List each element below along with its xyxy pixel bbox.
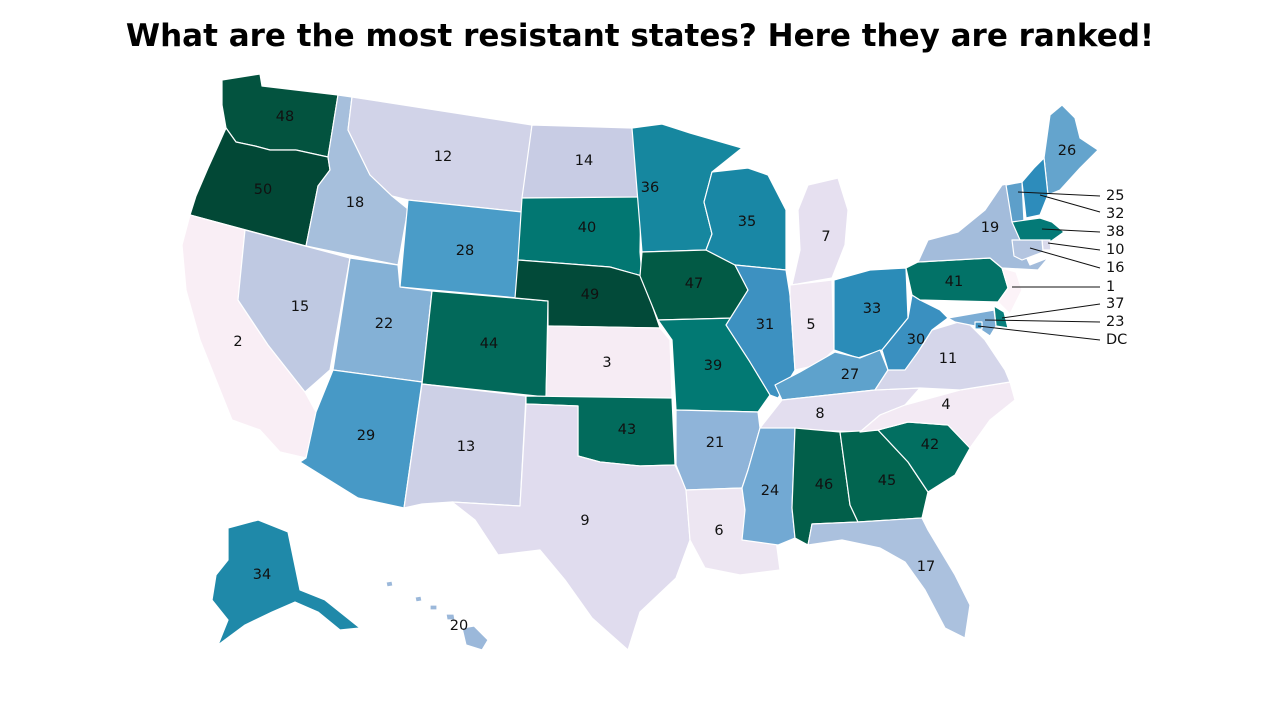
- rank-label-wv: 30: [907, 332, 925, 348]
- map-title: What are the most resistant states? Here…: [125, 18, 1155, 54]
- callout-line-md: [984, 319, 1101, 323]
- state-ms: [741, 427, 796, 546]
- callout-line-ri: [1047, 242, 1101, 251]
- rank-label-sd: 40: [578, 220, 596, 236]
- rank-label-ak: 34: [253, 567, 271, 583]
- callout-line-nh: [1039, 194, 1101, 213]
- state-ks: [545, 325, 673, 399]
- state-dc: [974, 321, 983, 330]
- rank-label-co: 44: [480, 336, 498, 352]
- rank-label-wi: 35: [738, 214, 756, 230]
- rank-label-or: 50: [254, 182, 272, 198]
- state-shapes: [181, 73, 1099, 651]
- rank-label-ut: 22: [375, 316, 393, 332]
- rank-label-ky: 27: [841, 367, 859, 383]
- state-hi: [385, 580, 489, 651]
- callout-label-ct: 16: [1106, 260, 1124, 276]
- rank-label-ny: 19: [981, 220, 999, 236]
- rank-label-nd: 14: [575, 153, 593, 169]
- state-fl: [807, 517, 971, 639]
- state-ct: [1011, 239, 1044, 261]
- state-nj: [997, 267, 1023, 315]
- rank-label-ar: 21: [706, 435, 724, 451]
- state-mi: [791, 177, 849, 286]
- rank-label-la: 6: [714, 523, 723, 539]
- rank-label-ca: 2: [233, 334, 242, 350]
- state-il: [725, 264, 796, 399]
- rank-label-al: 46: [815, 477, 833, 493]
- callout-label-md: 23: [1106, 314, 1124, 330]
- callout-label-ri: 10: [1106, 242, 1124, 258]
- rank-label-ok: 43: [618, 422, 636, 438]
- rank-label-pa: 41: [945, 274, 963, 290]
- callout-label-nh: 32: [1106, 206, 1124, 222]
- rank-label-hi: 20: [450, 618, 468, 634]
- rank-label-nc: 4: [941, 397, 950, 413]
- callout-label-nj: 1: [1106, 279, 1115, 295]
- callout-line-ma: [1041, 228, 1101, 233]
- rank-label-nv: 15: [291, 299, 309, 315]
- rank-label-oh: 33: [863, 301, 881, 317]
- rank-label-ia: 47: [685, 276, 703, 292]
- rank-label-mo: 39: [704, 358, 722, 374]
- state-ak: [211, 519, 361, 646]
- rank-label-me: 26: [1058, 143, 1076, 159]
- rank-label-in: 5: [806, 317, 815, 333]
- state-me: [1043, 104, 1099, 196]
- small-state-callouts: 25 32 38 10 16 137 23 DC: [977, 188, 1127, 348]
- rank-label-il: 31: [756, 317, 774, 333]
- callout-label-dc: DC: [1106, 332, 1127, 348]
- callout-label-vt: 25: [1106, 188, 1124, 204]
- state-nc: [859, 381, 1016, 449]
- rank-label-mi: 7: [821, 229, 830, 245]
- callout-label-de: 37: [1106, 296, 1124, 312]
- callout-line-ct: [1029, 247, 1101, 269]
- callout-label-ma: 38: [1106, 224, 1124, 240]
- rank-label-va: 11: [939, 351, 957, 367]
- state-ri: [1041, 239, 1052, 251]
- rank-label-sc: 42: [921, 437, 939, 453]
- callout-line-vt: [1017, 191, 1101, 197]
- rank-label-ms: 24: [761, 483, 779, 499]
- rank-label-tn: 8: [815, 406, 824, 422]
- rank-label-mn: 36: [641, 180, 659, 196]
- rank-label-wa: 48: [276, 109, 294, 125]
- rank-label-mt: 12: [434, 149, 452, 165]
- rank-label-ks: 3: [602, 355, 611, 371]
- callout-line-de: [1001, 303, 1101, 319]
- rank-label-nm: 13: [457, 439, 475, 455]
- rank-label-wy: 28: [456, 243, 474, 259]
- rank-label-tx: 9: [580, 513, 589, 529]
- rank-label-id: 18: [346, 195, 364, 211]
- rank-label-az: 29: [357, 428, 375, 444]
- state-md: [947, 309, 997, 337]
- rank-label-fl: 17: [917, 559, 935, 575]
- callout-line-dc: [977, 325, 1101, 341]
- state-rank-labels: 4850215181228222944131440493439364739216…: [233, 109, 1076, 634]
- rank-label-ga: 45: [878, 473, 896, 489]
- state-nh: [1021, 157, 1049, 219]
- rank-label-ne: 49: [581, 287, 599, 303]
